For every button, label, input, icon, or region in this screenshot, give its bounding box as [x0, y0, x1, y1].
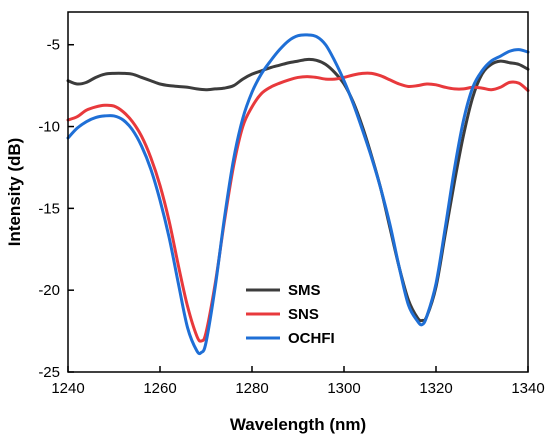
y-tick-label: -25: [38, 364, 60, 381]
y-axis: -25 -20 -15 -10 -5: [38, 37, 74, 381]
x-axis: 1240 1260 1280 1300 1320 1340: [51, 366, 545, 397]
y-tick-label: -5: [47, 37, 60, 54]
x-axis-label: Wavelength (nm): [230, 415, 366, 434]
x-tick-label: 1300: [327, 380, 360, 397]
legend-label-ochfi: OCHFI: [288, 330, 335, 347]
y-tick-label: -15: [38, 200, 60, 217]
x-tick-label: 1340: [511, 380, 544, 397]
plot-frame: [67, 11, 529, 373]
y-tick-label: -10: [38, 119, 60, 136]
series-layer: [66, 33, 530, 356]
x-tick-label: 1320: [419, 380, 452, 397]
series-line-ochfi: [66, 33, 530, 356]
x-tick-label: 1280: [235, 380, 268, 397]
legend: SMS SNS OCHFI: [246, 282, 335, 347]
x-tick-label: 1240: [51, 380, 84, 397]
legend-label-sms: SMS: [288, 282, 321, 299]
series-line-sns: [66, 71, 530, 343]
legend-label-sns: SNS: [288, 306, 319, 323]
y-tick-label: -20: [38, 282, 60, 299]
x-tick-label: 1260: [143, 380, 176, 397]
y-axis-label: Intensity (dB): [5, 138, 24, 247]
